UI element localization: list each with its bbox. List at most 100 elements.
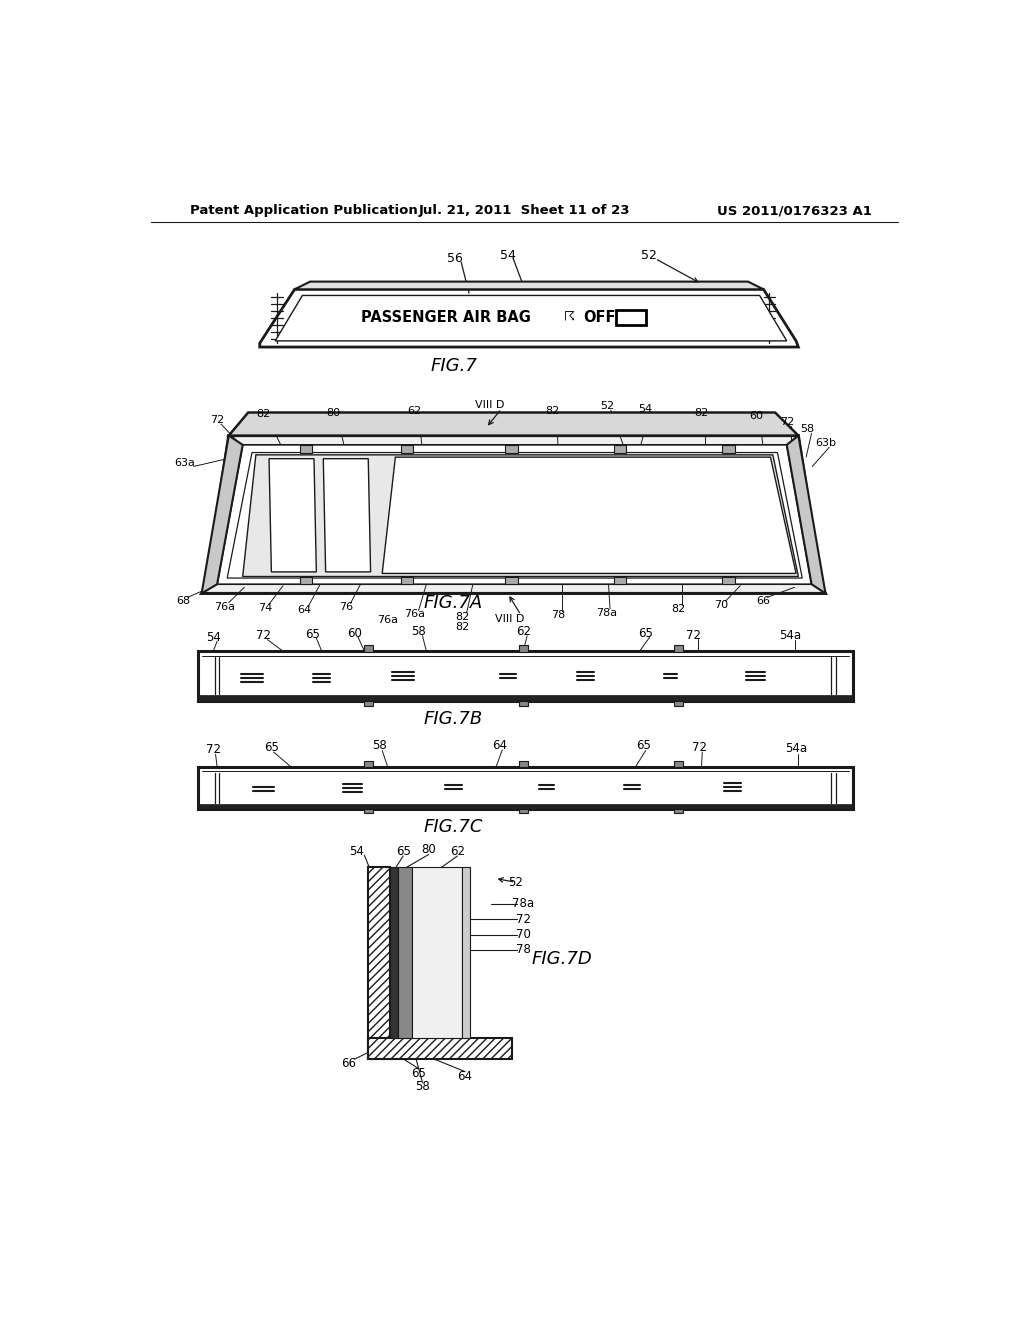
- Polygon shape: [202, 436, 243, 594]
- Polygon shape: [217, 445, 812, 585]
- Bar: [674, 809, 683, 813]
- Text: 64: 64: [298, 605, 311, 615]
- Text: 64: 64: [493, 739, 508, 751]
- Text: 82: 82: [456, 622, 470, 631]
- Text: 64: 64: [458, 1069, 473, 1082]
- Polygon shape: [786, 436, 825, 594]
- Text: 65: 65: [412, 1067, 426, 1080]
- Text: FIG.7: FIG.7: [430, 358, 477, 375]
- Text: 54a: 54a: [779, 630, 802, 643]
- Text: 54: 54: [500, 249, 516, 261]
- Polygon shape: [382, 457, 796, 573]
- Bar: [462, 867, 470, 1038]
- Bar: [198, 696, 853, 701]
- Bar: [364, 701, 373, 706]
- Bar: [614, 577, 627, 585]
- Polygon shape: [202, 436, 825, 594]
- Bar: [364, 760, 373, 767]
- Text: 72: 72: [692, 741, 708, 754]
- Text: 74: 74: [258, 603, 272, 612]
- Text: 54a: 54a: [785, 742, 807, 755]
- Bar: [506, 445, 518, 453]
- Text: Patent Application Publication: Patent Application Publication: [190, 205, 418, 218]
- Text: 54: 54: [639, 404, 652, 414]
- Text: 52: 52: [641, 249, 656, 261]
- Text: 52: 52: [600, 401, 614, 412]
- Bar: [364, 809, 373, 813]
- Text: 58: 58: [373, 739, 387, 752]
- Text: 63a: 63a: [174, 458, 195, 467]
- Text: 70: 70: [715, 601, 729, 610]
- Bar: [400, 445, 414, 453]
- Text: 76a: 76a: [214, 602, 236, 611]
- Text: 78: 78: [551, 610, 565, 620]
- Bar: [198, 804, 853, 809]
- Text: VIII D: VIII D: [475, 400, 505, 409]
- Bar: [300, 577, 312, 585]
- Text: FIG.7A: FIG.7A: [424, 594, 483, 612]
- Bar: [518, 645, 528, 652]
- Bar: [364, 645, 373, 652]
- Bar: [400, 577, 414, 585]
- Bar: [198, 767, 853, 809]
- Text: 82: 82: [256, 409, 270, 418]
- Text: 65: 65: [638, 627, 653, 640]
- Text: 72: 72: [686, 628, 701, 642]
- Text: 52: 52: [508, 875, 523, 888]
- Bar: [722, 445, 735, 453]
- Text: ON: ON: [620, 310, 643, 323]
- Bar: [369, 1038, 512, 1059]
- Polygon shape: [295, 281, 764, 289]
- Text: 65: 65: [264, 741, 279, 754]
- Text: 54: 54: [206, 631, 221, 644]
- Text: 78: 78: [516, 944, 530, 957]
- Text: FIG.7B: FIG.7B: [424, 710, 483, 727]
- Text: 82: 82: [694, 408, 709, 417]
- Text: 76a: 76a: [404, 610, 425, 619]
- Text: 72: 72: [516, 912, 530, 925]
- Text: 76a: 76a: [377, 615, 398, 626]
- Text: 65: 65: [636, 739, 651, 752]
- Text: 82: 82: [546, 407, 560, 416]
- Bar: [674, 701, 683, 706]
- Text: 72: 72: [206, 743, 221, 756]
- Bar: [506, 577, 518, 585]
- Polygon shape: [243, 455, 799, 577]
- Text: 60: 60: [347, 627, 361, 640]
- Text: 54: 54: [349, 845, 365, 858]
- Text: Jul. 21, 2011  Sheet 11 of 23: Jul. 21, 2011 Sheet 11 of 23: [419, 205, 631, 218]
- Text: 78a: 78a: [512, 898, 535, 911]
- Text: 82: 82: [456, 611, 470, 622]
- Bar: [397, 867, 412, 1038]
- Text: 60: 60: [749, 412, 763, 421]
- Bar: [518, 701, 528, 706]
- Text: 80: 80: [327, 408, 340, 417]
- Polygon shape: [260, 289, 799, 347]
- Bar: [518, 760, 528, 767]
- Bar: [616, 310, 646, 325]
- Text: 58: 58: [801, 425, 815, 434]
- Text: PASSENGER AIR BAG: PASSENGER AIR BAG: [360, 310, 530, 325]
- Text: 65: 65: [395, 845, 411, 858]
- Bar: [412, 867, 462, 1038]
- Text: 58: 58: [415, 1080, 430, 1093]
- Text: 68: 68: [177, 597, 190, 606]
- Bar: [674, 645, 683, 652]
- Text: US 2011/0176323 A1: US 2011/0176323 A1: [717, 205, 872, 218]
- Text: FIG.7C: FIG.7C: [424, 818, 483, 836]
- Bar: [198, 651, 853, 701]
- Text: 66: 66: [341, 1056, 356, 1069]
- Text: OFF: OFF: [583, 310, 615, 325]
- Bar: [722, 577, 735, 585]
- Polygon shape: [227, 453, 802, 578]
- Polygon shape: [324, 459, 371, 572]
- Text: 62: 62: [516, 626, 530, 639]
- Bar: [369, 867, 390, 1059]
- Text: ☈: ☈: [564, 312, 575, 325]
- Bar: [390, 867, 397, 1038]
- Polygon shape: [228, 412, 799, 436]
- Text: 72: 72: [210, 416, 224, 425]
- Text: 65: 65: [305, 628, 319, 640]
- Bar: [518, 809, 528, 813]
- Text: 58: 58: [412, 626, 426, 639]
